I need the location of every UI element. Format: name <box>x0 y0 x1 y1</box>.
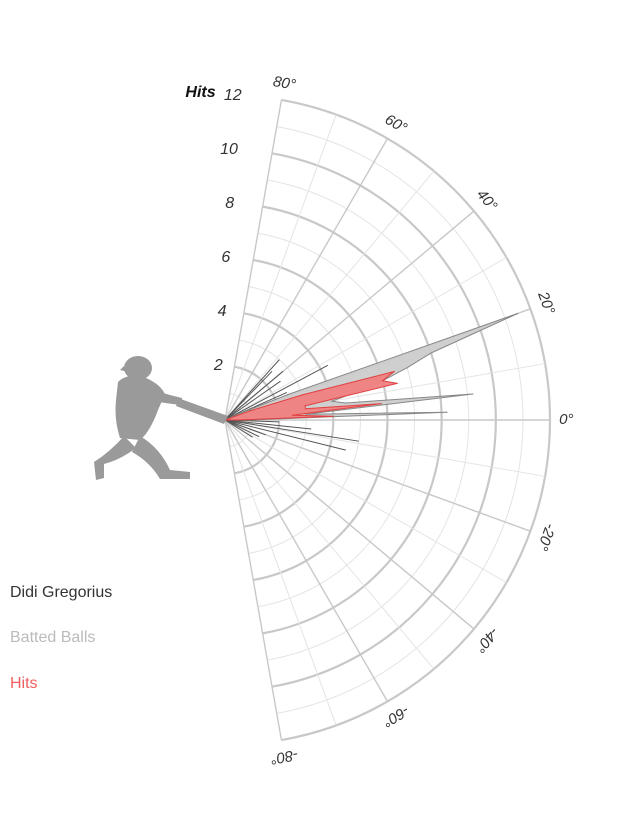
data-point <box>301 394 303 396</box>
data-point <box>345 402 347 404</box>
radial-tick-label: 2 <box>213 357 223 374</box>
series-area-hits <box>224 371 398 421</box>
angle-tick-label: -80° <box>269 746 299 768</box>
spike-line <box>224 370 284 421</box>
grid-spoke-minor <box>224 419 435 670</box>
spike-line <box>224 419 312 430</box>
angle-tick-label: -20° <box>533 521 558 553</box>
data-point <box>430 352 432 354</box>
data-point <box>472 393 474 395</box>
data-point <box>380 402 382 405</box>
data-point <box>236 413 238 416</box>
data-point <box>304 408 307 410</box>
grid-spoke-minor <box>224 170 435 421</box>
grid-spoke <box>224 419 531 532</box>
spike-line <box>224 419 347 451</box>
grid-spoke-minor <box>224 257 507 421</box>
spike-line <box>224 370 273 421</box>
radial-tick-label: 12 <box>224 87 242 104</box>
data-point <box>406 367 408 369</box>
spike-line <box>224 419 359 442</box>
data-point <box>304 405 306 407</box>
angle-tick-label: 60° <box>382 111 410 137</box>
legend-item-hits: Hits <box>10 675 38 692</box>
data-point <box>291 414 294 416</box>
angle-tick-label: -60° <box>380 702 412 731</box>
angle-tick-label: 20° <box>534 289 558 317</box>
data-point <box>331 400 333 402</box>
legend-player-name: Didi Gregorius <box>10 584 113 601</box>
grid-spoke-minor <box>224 114 337 421</box>
legend-item-batted-balls: Batted Balls <box>10 629 96 646</box>
angle-tick-label: 0° <box>559 411 573 428</box>
radial-tick-label: 4 <box>218 303 227 320</box>
data-point <box>287 394 289 396</box>
angle-tick-label: 80° <box>272 73 297 94</box>
grid-spoke-minor <box>224 419 337 726</box>
data-point <box>382 380 384 382</box>
polar-grid <box>224 98 552 742</box>
batter-silhouette-icon <box>94 356 228 480</box>
radial-tick-label: 10 <box>220 141 238 158</box>
series-layer <box>224 312 519 451</box>
grid-spoke <box>224 419 283 741</box>
angle-tick-label: -40° <box>471 624 502 656</box>
radial-tick-label: 8 <box>225 195 234 212</box>
spike-line <box>224 419 260 438</box>
data-point <box>237 419 240 421</box>
grid-spoke <box>224 419 475 630</box>
grid-spoke-minor <box>224 419 507 583</box>
spike-line <box>224 364 329 421</box>
data-point <box>249 410 252 412</box>
grid-spoke <box>224 419 389 702</box>
spike-line <box>224 380 281 421</box>
data-point <box>393 370 395 373</box>
data-point <box>332 415 334 417</box>
spike-line <box>224 419 253 438</box>
radial-axis-title: Hits <box>185 84 215 101</box>
grid-spoke <box>224 138 389 421</box>
angle-tick-label: 40° <box>473 186 501 214</box>
data-point <box>517 312 519 315</box>
grid-spoke-minor <box>224 419 546 477</box>
radial-tick-label: 6 <box>221 249 230 266</box>
data-point <box>446 411 448 413</box>
data-point <box>396 382 398 384</box>
grid-spoke <box>224 99 283 421</box>
spike-line <box>224 419 266 436</box>
